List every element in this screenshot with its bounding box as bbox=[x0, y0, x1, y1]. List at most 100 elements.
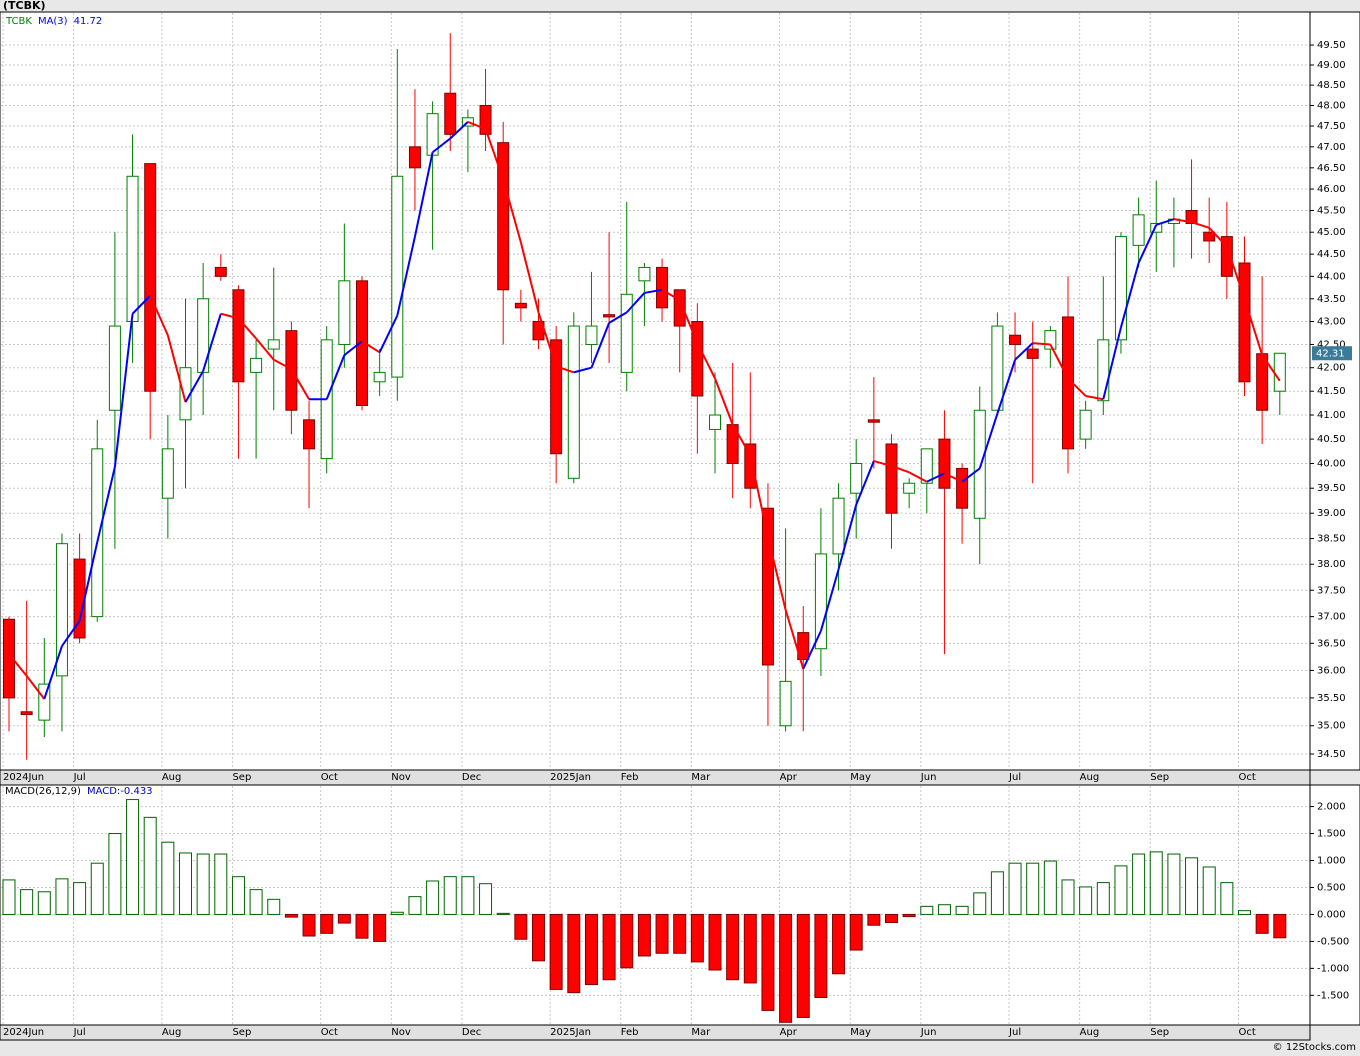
candle-body bbox=[709, 414, 721, 430]
y-tick-label: 48.00 bbox=[1317, 100, 1346, 111]
y-tick-label: 35.00 bbox=[1317, 721, 1346, 732]
y-tick-label: 39.00 bbox=[1317, 508, 1346, 519]
x-tick-label: Sep bbox=[232, 1027, 251, 1038]
candle-body bbox=[20, 711, 33, 716]
macd-bar bbox=[990, 871, 1004, 915]
candle-body bbox=[1150, 223, 1163, 233]
candle-body bbox=[38, 683, 51, 721]
candle-body bbox=[638, 266, 651, 282]
candle-body bbox=[1044, 330, 1057, 350]
y-tick-label: 39.50 bbox=[1317, 483, 1346, 494]
candle-body bbox=[250, 357, 263, 373]
candle-body bbox=[108, 325, 121, 411]
y-tick-label: 46.00 bbox=[1317, 184, 1346, 195]
candle-body bbox=[479, 104, 492, 135]
macd-bar bbox=[479, 883, 493, 915]
macd-bar bbox=[1114, 865, 1128, 915]
candle-body bbox=[356, 280, 368, 406]
candle-body bbox=[1238, 262, 1251, 383]
ma-segment bbox=[519, 242, 540, 313]
ma-segment bbox=[714, 378, 734, 425]
ma-segment bbox=[908, 471, 928, 483]
candle-body bbox=[391, 175, 404, 378]
ma-segment bbox=[61, 620, 81, 647]
x-tick-label: Sep bbox=[1150, 1027, 1169, 1038]
macd-bar bbox=[1273, 913, 1287, 939]
ma-segment bbox=[1014, 342, 1034, 361]
x-tick-label: Aug bbox=[162, 1027, 182, 1038]
ma-segment bbox=[361, 340, 381, 354]
macd-x-axis bbox=[0, 1024, 1311, 1041]
ma-segment bbox=[378, 315, 399, 353]
macd-bar bbox=[408, 896, 422, 915]
candle-body bbox=[214, 266, 227, 277]
ma-segment bbox=[1225, 246, 1246, 300]
candle-body bbox=[938, 438, 951, 489]
macd-bar bbox=[955, 905, 969, 915]
candle-body bbox=[1185, 210, 1198, 225]
macd-bar bbox=[937, 904, 951, 915]
macd-bar bbox=[1220, 882, 1234, 915]
candle-body bbox=[514, 302, 527, 309]
x-tick-label: Sep bbox=[232, 772, 251, 783]
y-tick-label: 34.50 bbox=[1317, 749, 1346, 760]
y-tick-label: 41.00 bbox=[1317, 410, 1346, 421]
x-tick-label: Jul bbox=[73, 772, 86, 783]
ma-segment bbox=[802, 630, 822, 670]
macd-bar bbox=[584, 913, 598, 986]
candle-body bbox=[920, 448, 933, 484]
macd-bar bbox=[196, 853, 210, 915]
y-tick-label: 35.50 bbox=[1317, 693, 1346, 704]
y-tick-label: -1.500 bbox=[1317, 990, 1349, 1001]
candle-body bbox=[673, 289, 686, 327]
y-tick-label: 38.00 bbox=[1317, 559, 1346, 570]
ma-segment bbox=[113, 313, 134, 468]
ma-segment bbox=[8, 653, 28, 677]
macd-bar bbox=[1008, 862, 1022, 915]
x-tick-label: Jul bbox=[1008, 772, 1021, 783]
macd-bar bbox=[426, 880, 440, 915]
ma-segment bbox=[237, 317, 257, 340]
ma-segment bbox=[961, 467, 981, 483]
x-tick-label: Feb bbox=[621, 1027, 639, 1038]
macd-bar bbox=[602, 913, 616, 981]
x-tick-label: Dec bbox=[462, 1027, 481, 1038]
ma-segment bbox=[1119, 262, 1140, 328]
y-tick-label: 48.50 bbox=[1317, 80, 1346, 91]
ma-segment bbox=[749, 454, 769, 538]
ma-segment bbox=[644, 288, 663, 294]
ma-segment bbox=[926, 472, 945, 483]
legend-name: TCBK bbox=[5, 16, 32, 27]
macd-bar bbox=[514, 913, 528, 940]
ma-segment bbox=[467, 120, 486, 130]
macd-bar bbox=[214, 853, 228, 915]
x-tick-label: May bbox=[850, 772, 871, 783]
macd-bar bbox=[1096, 882, 1110, 915]
ma-segment bbox=[1191, 221, 1210, 229]
candle-body bbox=[303, 419, 316, 450]
y-tick-label: 2.000 bbox=[1317, 802, 1346, 813]
candle-body bbox=[620, 293, 633, 373]
x-tick-label: Jul bbox=[1008, 1027, 1021, 1038]
candle-body bbox=[126, 175, 139, 322]
x-tick-label: Oct bbox=[321, 1027, 338, 1038]
candle-body bbox=[956, 467, 969, 509]
macd-bar bbox=[1132, 853, 1146, 915]
macd-bar bbox=[90, 862, 104, 915]
candle-body bbox=[550, 339, 563, 455]
ma-segment bbox=[696, 342, 716, 379]
macd-bar bbox=[1185, 857, 1199, 915]
x-tick-label: Oct bbox=[321, 772, 338, 783]
x-tick-label: Jun bbox=[920, 1027, 937, 1038]
y-tick-label: 49.00 bbox=[1317, 60, 1346, 71]
candle-body bbox=[744, 443, 757, 489]
x-tick-label: Nov bbox=[391, 772, 411, 783]
price-x-axis bbox=[0, 769, 1311, 786]
y-tick-label: 36.00 bbox=[1317, 665, 1346, 676]
ma-segment bbox=[555, 365, 575, 374]
x-tick-label: 2024Jun bbox=[3, 772, 44, 783]
macd-bar bbox=[496, 912, 510, 915]
x-tick-label: May bbox=[850, 1027, 871, 1038]
ma-segment bbox=[537, 312, 558, 367]
y-tick-label: 38.50 bbox=[1317, 534, 1346, 545]
